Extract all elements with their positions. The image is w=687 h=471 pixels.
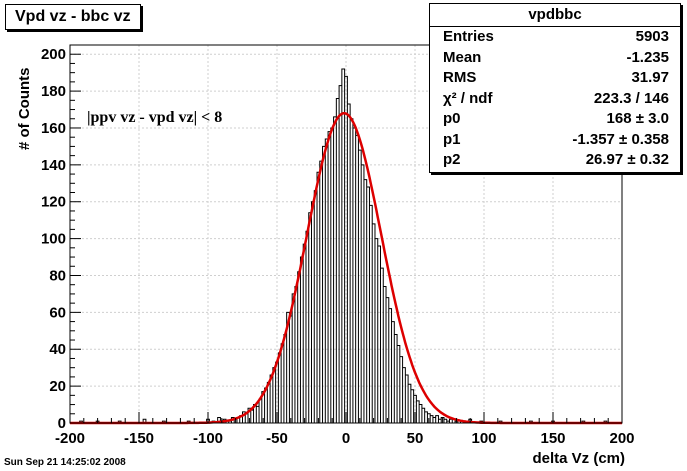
stats-row-p2: p2 26.97 ± 0.32 (430, 150, 680, 171)
x-tick-label: -200 (55, 430, 85, 447)
stats-row-mean: Mean -1.235 (430, 48, 680, 69)
stats-value: 223.3 / 146 (593, 89, 669, 107)
y-tick-label: 160 (41, 120, 66, 137)
y-axis-label: # of Counts (16, 67, 33, 151)
y-tick-label: 20 (49, 378, 66, 395)
y-tick-label: 100 (41, 231, 66, 248)
y-tick-label: 120 (41, 194, 66, 211)
x-tick-label: 150 (540, 430, 565, 447)
stats-row-p1: p1 -1.357 ± 0.358 (430, 130, 680, 151)
y-tick-label: 180 (41, 83, 66, 100)
stats-value: -1.235 (626, 48, 669, 66)
stats-value: 31.97 (631, 69, 669, 86)
stats-label: Entries (443, 28, 494, 45)
x-tick-label: -150 (124, 430, 154, 447)
date-stamp: Sun Sep 21 14:25:02 2008 (4, 457, 126, 468)
x-tick-label: 100 (471, 430, 496, 447)
y-tick-label: 0 (58, 415, 66, 432)
y-tick-label: 60 (49, 304, 66, 321)
stats-name: vpdbbc (430, 4, 680, 27)
stats-row-rms: RMS 31.97 (430, 68, 680, 89)
cut-annotation: |ppv vz - vpd vz| < 8 (87, 109, 223, 126)
stats-row-chi2: χ² / ndf 223.3 / 146 (430, 89, 680, 110)
y-tick-label: 140 (41, 157, 66, 174)
stats-label: χ² / ndf (443, 89, 493, 107)
x-tick-label: 200 (609, 430, 634, 447)
y-tick-label: 80 (49, 267, 66, 284)
stats-row-p0: p0 168 ± 3.0 (430, 109, 680, 130)
y-tick-label: 200 (41, 46, 66, 63)
stats-label: RMS (443, 69, 477, 86)
stats-label: p0 (443, 110, 461, 127)
x-axis-label: delta Vz (cm) (532, 450, 625, 467)
x-tick-label: 50 (407, 430, 424, 447)
axis-layer: -200 -150 -100 -50 0 50 100 150 200 0 20 40 60 80 100 1… (41, 44, 635, 447)
stats-value: -1.357 ± 0.358 (572, 130, 669, 148)
stats-label: Mean (443, 48, 482, 66)
stats-label: p2 (443, 151, 461, 168)
x-tick-label: 0 (342, 430, 350, 447)
stats-label: p1 (443, 130, 461, 148)
stats-value: 5903 (635, 28, 669, 45)
x-tick-label: -50 (266, 430, 288, 447)
histogram-title: Vpd vz - bbc vz (5, 4, 141, 30)
stats-value: 26.97 ± 0.32 (585, 151, 669, 168)
stats-row-entries: Entries 5903 (430, 27, 680, 48)
x-tick-label: -100 (193, 430, 223, 447)
y-tick-label: 40 (49, 341, 66, 358)
stats-value: 168 ± 3.0 (606, 110, 669, 127)
stats-box: vpdbbc Entries 5903 Mean -1.235 RMS 31.9… (429, 3, 681, 173)
